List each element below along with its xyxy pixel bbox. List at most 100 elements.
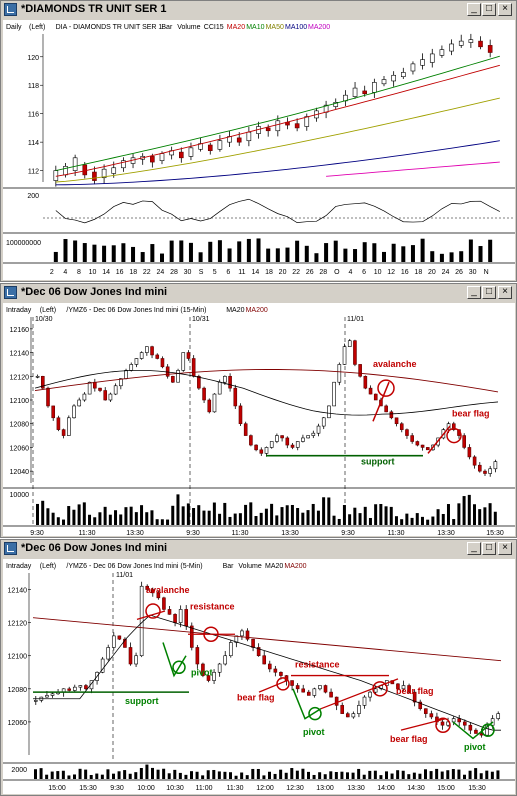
intraday-15min-candle: [399, 423, 404, 430]
close-button[interactable]: ×: [498, 286, 512, 299]
daily-candle: [401, 72, 406, 77]
window-titlebar[interactable]: *Dec 06 Dow Jones Ind mini _ □ ×: [1, 284, 516, 302]
intraday-15min-plot[interactable]: Intraday (Left) /YMZ6 - Dec 06 Dow Jones I…: [3, 303, 515, 536]
intraday-15min-candle: [202, 387, 206, 401]
volume-bar: [227, 248, 232, 262]
resistance-label: resistance: [295, 659, 340, 669]
intraday-15min-candle: [103, 390, 108, 401]
intraday-15min-candle: [488, 468, 492, 474]
volume-bar: [446, 504, 450, 525]
volume-bar: [334, 771, 338, 779]
intraday-15min-candle: [217, 381, 222, 395]
intraday-15min-candle: [46, 387, 50, 407]
volume-bar: [84, 769, 88, 779]
y-tick-label: 116: [28, 112, 39, 119]
daily-candle: [246, 131, 252, 142]
moving-average-ma100: [55, 140, 500, 186]
chart-info-label: Volume: [238, 563, 261, 570]
volume-bar: [186, 503, 190, 525]
maximize-button[interactable]: □: [482, 286, 496, 299]
intraday-15min-candle: [415, 441, 420, 446]
intraday-5min-plot[interactable]: Intraday (Left) /YMZ6 - Dec 06 Dow Jones I…: [3, 559, 515, 794]
daily-candle: [304, 116, 310, 127]
volume-bar: [111, 245, 116, 262]
volume-bar: [270, 503, 274, 525]
volume-bar: [181, 506, 185, 525]
intraday-15min-svg[interactable]: Intraday (Left) /YMZ6 - Dec 06 Dow Jones I…: [3, 303, 515, 536]
daily-candle: [63, 166, 68, 176]
session-date-label: 11/01: [116, 572, 133, 579]
minimize-button[interactable]: _: [467, 286, 481, 299]
intraday-15min-candle: [176, 370, 180, 383]
volume-bar: [173, 769, 177, 779]
maximize-button[interactable]: □: [482, 3, 496, 16]
intraday-5min-svg[interactable]: Intraday (Left) /YMZ6 - Dec 06 Dow Jones I…: [3, 559, 515, 794]
daily-candle: [372, 82, 377, 93]
moving-average-ma200: [326, 161, 500, 177]
maximize-button[interactable]: □: [482, 542, 496, 555]
x-tick-label: 18: [129, 269, 137, 276]
daily-candle: [333, 102, 339, 107]
x-tick-label: 4: [349, 269, 353, 276]
daily-chart-window[interactable]: *DIAMONDS TR UNIT SER 1 _ □ × Daily (Left…: [0, 0, 517, 282]
x-tick-label: 11: [238, 269, 245, 276]
volume-bar: [134, 512, 138, 525]
volume-bar: [140, 505, 144, 525]
daily-candle: [381, 79, 387, 85]
x-tick-label: 13:00: [316, 785, 334, 792]
window-titlebar[interactable]: *DIAMONDS TR UNIT SER 1 _ □ ×: [1, 1, 516, 19]
x-tick-label: 2: [50, 269, 54, 276]
intraday-5min-candle: [240, 630, 244, 637]
volume-bar: [167, 773, 171, 779]
volume-bar: [493, 511, 497, 525]
chart-window-icon: [4, 286, 17, 299]
volume-bar: [145, 512, 149, 525]
volume-bar: [468, 239, 473, 262]
intraday-15min-candle: [342, 346, 347, 365]
daily-candle: [458, 40, 464, 46]
intraday-15min-window[interactable]: *Dec 06 Dow Jones Ind mini _ □ × Intrada…: [0, 283, 517, 538]
intraday-5min-candle: [167, 609, 172, 615]
intraday-15min-candle: [353, 340, 357, 365]
intraday-5min-candle: [451, 718, 456, 723]
x-tick-label: N: [484, 269, 489, 276]
volume-bar: [233, 513, 237, 525]
volume-bar: [457, 769, 461, 779]
volume-bar: [468, 770, 472, 779]
intraday-15min-candle: [139, 352, 144, 359]
minimize-button[interactable]: _: [467, 542, 481, 555]
daily-candle: [294, 123, 300, 129]
intraday-15min-candle: [113, 385, 118, 395]
intraday-5min-candle: [306, 691, 311, 696]
minimize-button[interactable]: _: [467, 3, 481, 16]
volume-bar: [228, 516, 232, 525]
intraday-15min-candle: [134, 358, 139, 365]
volume-bar: [234, 775, 238, 779]
volume-bar: [463, 774, 466, 779]
close-button[interactable]: ×: [498, 3, 512, 16]
x-tick-label: 12:00: [256, 785, 274, 792]
pivot-trendline: [292, 688, 322, 720]
close-button[interactable]: ×: [498, 542, 512, 555]
chart-info-label: Intraday: [6, 307, 32, 314]
intraday-15min-candle: [35, 375, 40, 378]
intraday-15min-candle: [275, 435, 279, 442]
volume-bar: [384, 506, 388, 525]
volume-bar: [490, 771, 494, 779]
chart-info-label: MA200: [246, 307, 268, 314]
volume-bar: [285, 505, 289, 525]
volume-bar: [396, 770, 400, 779]
window-titlebar[interactable]: *Dec 06 Dow Jones Ind mini _ □ ×: [1, 540, 516, 558]
volume-bar: [36, 503, 39, 525]
volume-bar: [275, 515, 279, 525]
volume-bar: [316, 510, 320, 525]
intraday-5min-candle: [401, 685, 406, 690]
volume-bar: [61, 770, 65, 779]
intraday-5min-candle: [184, 609, 189, 627]
intraday-15min-candle: [347, 340, 352, 347]
intraday-5min-window[interactable]: *Dec 06 Dow Jones Ind mini _ □ × Intrada…: [0, 539, 517, 796]
bear-flag-label: bear flag: [390, 734, 428, 744]
intraday-15min-candle: [41, 375, 45, 389]
